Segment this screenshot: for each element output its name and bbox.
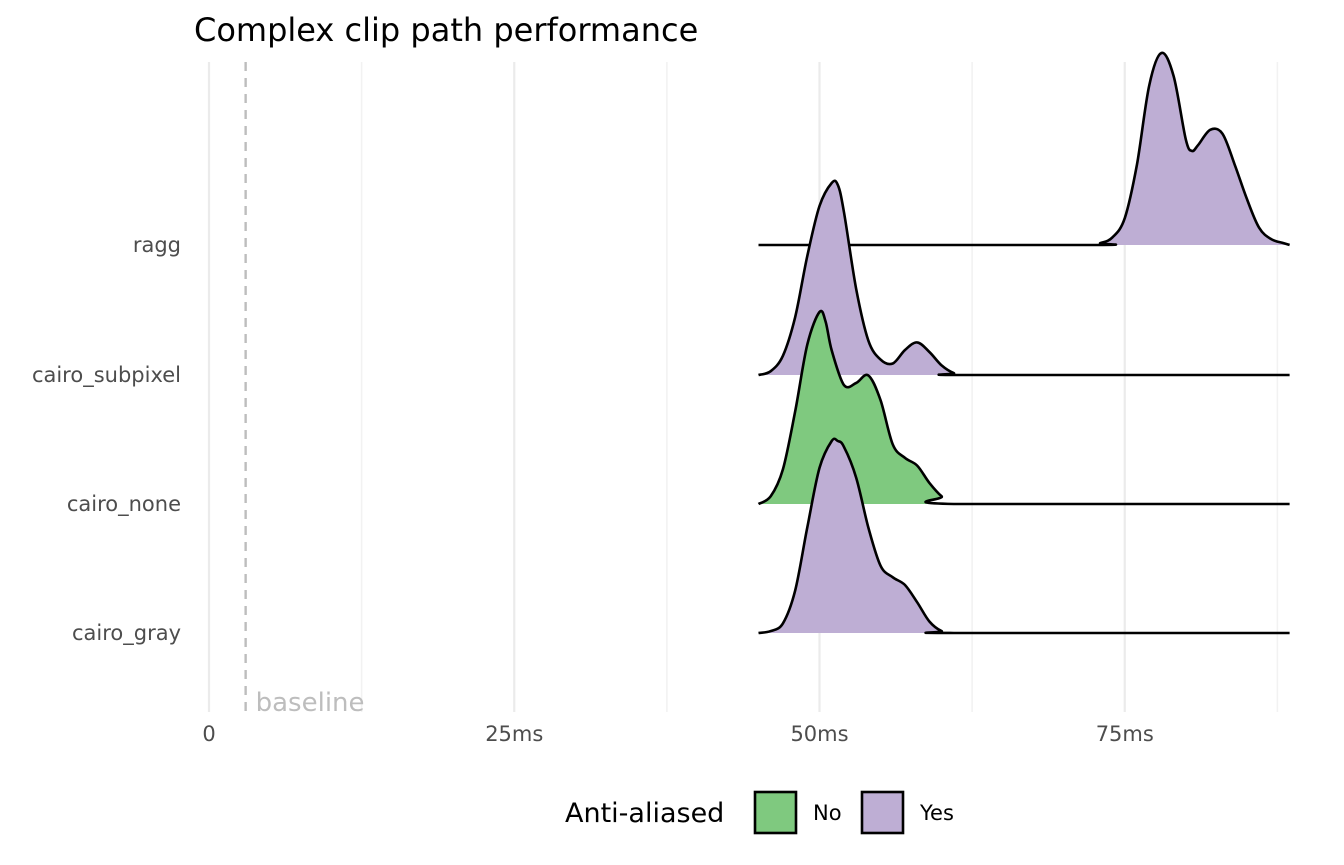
ridge-fill-ragg bbox=[758, 52, 1290, 245]
y-tick-label-cairo_none: cairo_none bbox=[67, 492, 181, 517]
legend-entry-no: No bbox=[753, 790, 842, 835]
ridge-ragg bbox=[758, 51, 1290, 247]
x-axis-labels: 0 25ms 50ms 75ms bbox=[202, 722, 1154, 746]
x-tick-label-50: 50ms bbox=[790, 722, 848, 746]
y-tick-label-cairo_gray: cairo_gray bbox=[72, 621, 181, 646]
legend-label-no: No bbox=[813, 801, 842, 825]
ridge-cairo_gray bbox=[758, 437, 1290, 635]
legend-label-yes: Yes bbox=[919, 801, 954, 825]
legend-swatch-yes bbox=[860, 790, 905, 835]
legend-entries: No Yes bbox=[753, 790, 954, 835]
ridge-cairo_none bbox=[757, 309, 1290, 506]
x-tick-label-0: 0 bbox=[202, 722, 215, 746]
ridge-fill-cairo_none bbox=[758, 310, 1290, 504]
ridges bbox=[757, 51, 1290, 635]
y-axis-labels: cairo_gray cairo_none cairo_subpixel ragg bbox=[32, 233, 181, 646]
legend-title: Anti-aliased bbox=[565, 798, 724, 829]
ridge-line-cairo_subpixel bbox=[758, 179, 1290, 377]
ridge-fill-cairo_gray bbox=[758, 438, 1290, 633]
ridge-line-ragg bbox=[758, 51, 1290, 247]
legend: Anti-aliased No Yes bbox=[565, 790, 954, 835]
chart-title: Complex clip path performance bbox=[194, 11, 698, 49]
ridge-line-cairo_gray bbox=[758, 437, 1290, 635]
y-tick-label-ragg: ragg bbox=[133, 233, 181, 257]
legend-swatch-no bbox=[753, 790, 798, 835]
legend-entry-yes: Yes bbox=[860, 790, 954, 835]
baseline-label: baseline bbox=[256, 688, 365, 718]
x-tick-label-25: 25ms bbox=[485, 722, 543, 746]
y-tick-label-cairo_subpixel: cairo_subpixel bbox=[32, 363, 181, 388]
x-tick-label-75: 75ms bbox=[1096, 722, 1154, 746]
ridge-line-cairo_none bbox=[757, 309, 1290, 506]
